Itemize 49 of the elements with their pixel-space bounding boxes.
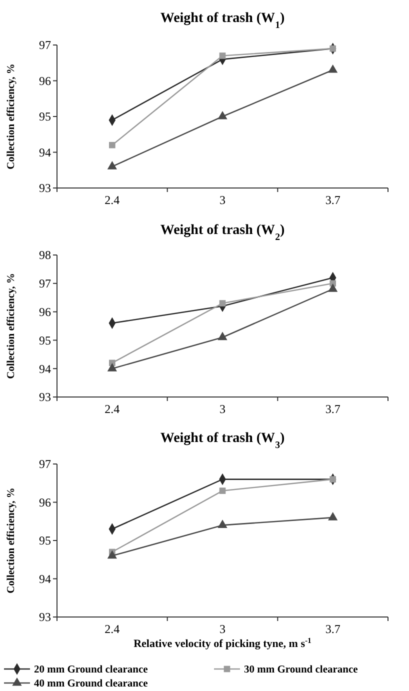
point — [330, 45, 336, 52]
chart-title: Weight of trash (W$_{1}$) — [160, 11, 285, 30]
x-tick-label: 2.4 — [104, 622, 120, 636]
point — [219, 52, 226, 59]
x-tick-label: 3.7 — [325, 193, 340, 207]
y-tick-label: 93 — [39, 181, 51, 196]
chart-title: Weight of trash (W$_{3}$) — [160, 431, 285, 450]
x-tick-label: 3 — [220, 402, 226, 416]
y-axis-title: Collection efficiency, % — [6, 273, 17, 379]
y-tick-label: 98 — [39, 248, 51, 262]
legend-label: 20 mm Ground clearance — [34, 664, 148, 676]
point — [328, 284, 338, 292]
point — [328, 64, 338, 73]
x-tick-label: 3.7 — [325, 402, 340, 416]
x-tick-label: 3 — [220, 622, 226, 636]
y-tick-label: 97 — [39, 457, 51, 472]
y-tick-label: 94 — [39, 362, 51, 376]
point — [107, 363, 117, 372]
point — [109, 142, 116, 148]
y-tick-label: 95 — [39, 534, 51, 548]
point — [219, 488, 226, 494]
point — [218, 110, 228, 120]
point — [107, 161, 117, 170]
y-axis-title: Collection efficiency, % — [6, 64, 17, 170]
point — [218, 332, 228, 340]
y-tick-label: 93 — [39, 610, 51, 624]
x-axis-title: Relative velocity of picking tyne, m s$^{-1}$ — [134, 636, 312, 650]
x-tick-label: 2.4 — [104, 193, 120, 207]
legend-label: 30 mm Ground clearance — [244, 664, 358, 676]
x-tick-label: 3.7 — [325, 622, 340, 636]
y-tick-label: 97 — [39, 276, 51, 291]
legend-label: 40 mm Ground clearance — [34, 678, 148, 690]
y-tick-label: 96 — [39, 74, 51, 88]
y-tick-label: 96 — [39, 305, 51, 319]
y-tick-label: 96 — [39, 495, 51, 510]
point — [219, 300, 226, 306]
y-tick-label: 93 — [39, 390, 51, 404]
x-tick-label: 3 — [220, 193, 226, 207]
y-tick-label: 95 — [39, 333, 51, 348]
x-tick-label: 2.4 — [104, 402, 120, 416]
point — [218, 520, 228, 528]
chart-title: Weight of trash (W$_{2}$) — [160, 223, 285, 242]
point — [328, 512, 338, 520]
y-tick-label: 95 — [39, 110, 51, 124]
y-tick-label: 94 — [39, 572, 51, 586]
y-tick-label: 97 — [39, 38, 51, 52]
y-axis-title: Collection efficiency, % — [6, 488, 17, 594]
y-tick-label: 94 — [39, 145, 51, 160]
point — [107, 550, 117, 559]
